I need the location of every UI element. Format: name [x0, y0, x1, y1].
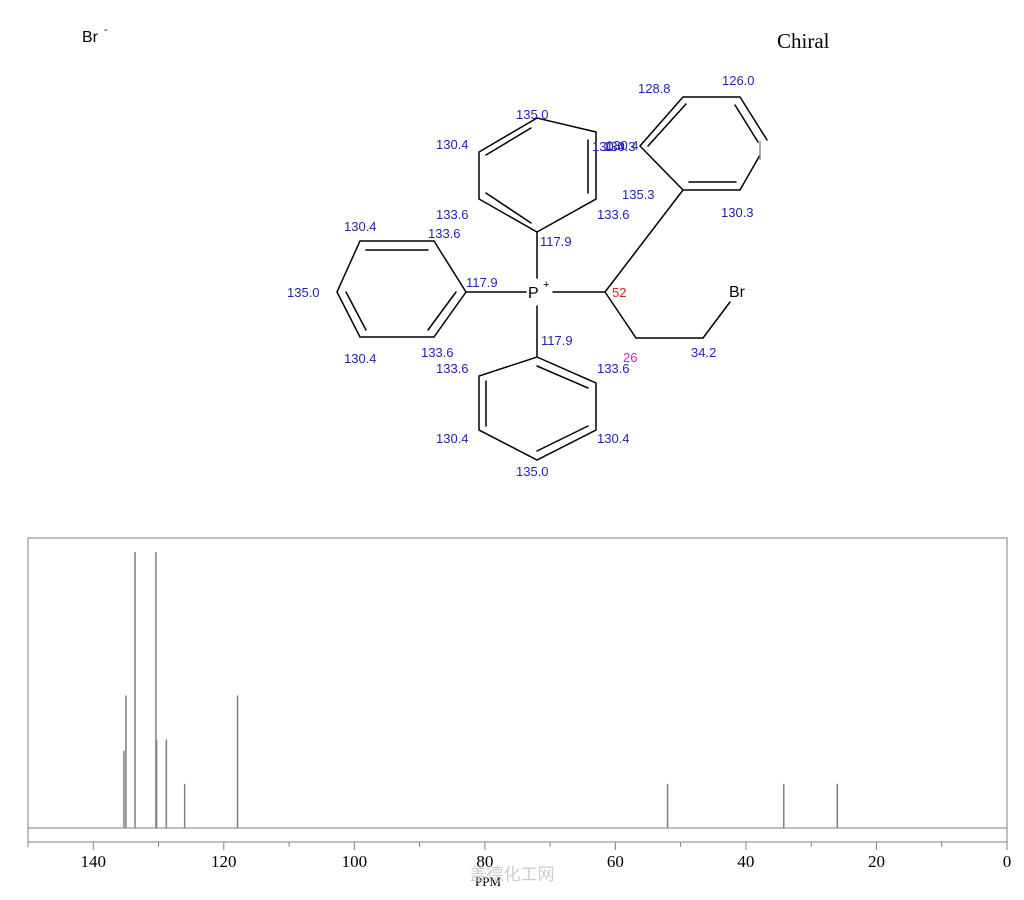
shift-label: 117.9	[466, 275, 498, 290]
shift-label-ch2: 26	[623, 350, 637, 365]
shift-label: 130.4	[592, 139, 625, 154]
shift-label-ch: 52	[612, 285, 626, 300]
chirality-label: Chiral	[777, 29, 830, 53]
shift-label: 130.4	[344, 351, 377, 366]
bromine-atom: Br	[729, 284, 746, 301]
shift-label: 130.4	[436, 431, 469, 446]
shift-label: 135.0	[516, 464, 549, 479]
shift-label: 130.4	[606, 138, 639, 153]
bond-ch-phenyl	[604, 189, 684, 293]
x-tick-label: 120	[211, 852, 237, 871]
shift-label: 130.3	[721, 205, 754, 220]
shift-label: 128.8	[638, 81, 671, 96]
counter-ion-charge: -	[104, 24, 108, 36]
x-axis-label: PPM	[475, 874, 501, 889]
left-phenyl-ring	[336, 240, 467, 338]
shift-label: 126.0	[722, 73, 755, 88]
x-tick-label: 20	[868, 852, 885, 871]
shift-label: 135.3	[622, 187, 655, 202]
x-tick-label: 0	[1003, 852, 1012, 871]
x-tick-label: 100	[342, 852, 368, 871]
shift-label: 117.9	[541, 333, 573, 348]
nmr-spectrum: 140 120 100 80 60 40 20 0 PPM	[27, 537, 1012, 889]
shift-label: 130.3	[603, 139, 636, 154]
peaks-layer	[123, 552, 839, 828]
x-tick-label: 40	[737, 852, 754, 871]
x-tick-label: 60	[607, 852, 624, 871]
x-axis-tick-labels: 140 120 100 80 60 40 20 0	[81, 852, 1012, 871]
bond-ch-ch2	[604, 291, 637, 339]
bottom-phenyl-ring	[478, 356, 597, 461]
top-phenyl-ring	[478, 117, 597, 233]
watermark: 盖德化工网	[470, 865, 555, 884]
shift-label: 133.6	[421, 345, 454, 360]
x-tick-label: 140	[81, 852, 107, 871]
x-tick-label: 80	[476, 852, 493, 871]
phosphorus-charge: +	[543, 279, 549, 291]
molecule-structure	[336, 96, 768, 461]
x-axis-ticks	[27, 842, 1008, 850]
shift-label: 130.4	[436, 137, 469, 152]
shift-label: 34.2	[691, 345, 716, 360]
spectrum-frame	[27, 537, 1008, 843]
counter-ion-symbol: Br	[82, 29, 99, 46]
shift-label: 133.6	[436, 361, 469, 376]
shift-label: 130.4	[344, 219, 377, 234]
shift-label: 117.9	[540, 234, 572, 249]
benzylic-phenyl-ring	[638, 96, 768, 191]
shift-label: 133.6	[597, 361, 630, 376]
shift-label: 135.0	[287, 285, 320, 300]
bond-ch2-br	[702, 301, 731, 339]
phosphorus-atom: P	[528, 285, 539, 302]
shift-label: 130.4	[597, 431, 630, 446]
shift-label: 133.6	[597, 207, 630, 222]
shift-label: 135.0	[516, 107, 549, 122]
shift-label: 133.6	[436, 207, 469, 222]
shift-label: 133.6	[428, 226, 461, 241]
